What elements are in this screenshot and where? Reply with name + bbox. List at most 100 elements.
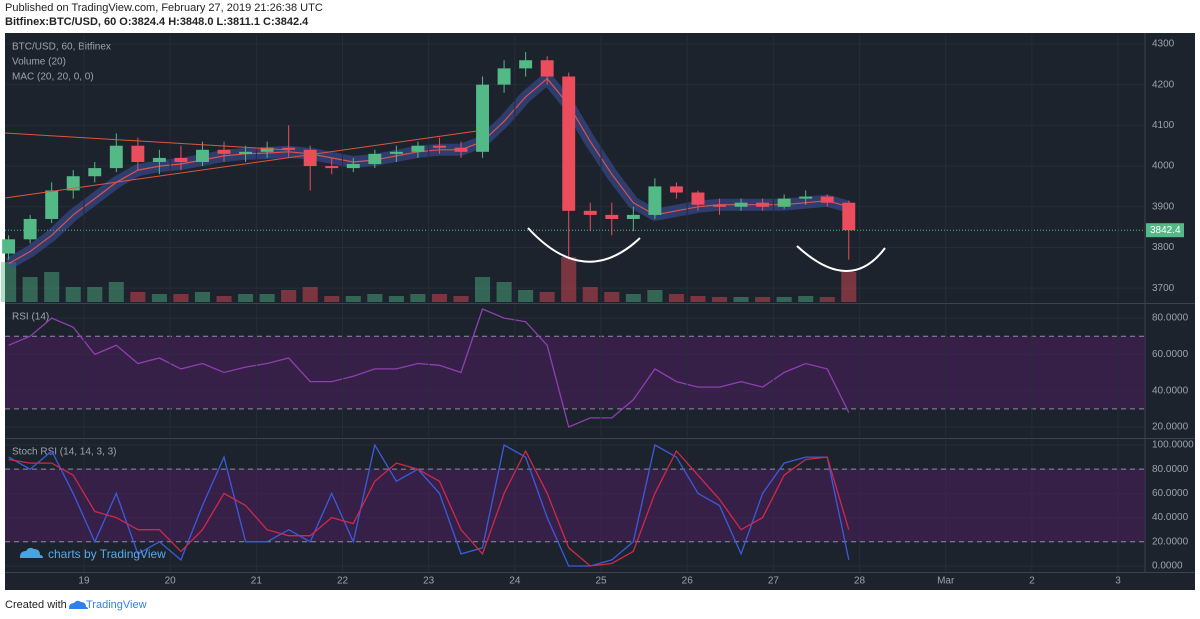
trendline <box>4 132 291 151</box>
candle-body <box>820 196 834 203</box>
candle-body <box>777 198 791 207</box>
volume-bar <box>302 287 318 302</box>
pane-title: Stoch RSI (14, 14, 3, 3) <box>12 447 117 458</box>
candle-body <box>260 147 274 152</box>
volume-bar <box>647 290 663 302</box>
volume-bar <box>668 294 684 302</box>
volume-bar <box>475 277 491 302</box>
volume-bar <box>216 296 232 302</box>
volume-bar <box>755 297 771 302</box>
candle-body <box>669 186 683 193</box>
x-tick-label: 26 <box>682 576 694 587</box>
y-tick-label: 20.0000 <box>1152 536 1189 547</box>
candle-body <box>217 149 231 154</box>
candle-body <box>476 84 490 152</box>
x-tick-label: 19 <box>78 576 90 587</box>
volume-bar <box>44 272 60 302</box>
candle-body <box>691 192 705 205</box>
y-tick-label: 3700 <box>1152 283 1175 294</box>
trendline <box>4 130 478 199</box>
candle-body <box>432 145 446 148</box>
y-tick-label: 4200 <box>1152 79 1175 90</box>
volume-bar <box>324 296 340 302</box>
candle-body <box>648 186 662 215</box>
y-tick-label: 100.0000 <box>1152 440 1194 451</box>
watermark-icon <box>20 547 43 558</box>
x-tick-label: 20 <box>165 576 177 587</box>
band-fill <box>5 336 1145 409</box>
y-tick-label: 4000 <box>1152 161 1175 172</box>
candle-body <box>66 176 80 191</box>
volume-label: Volume (20) <box>12 57 66 68</box>
volume-bar <box>453 296 469 302</box>
candle-body <box>411 145 425 152</box>
volume-bar <box>604 292 620 302</box>
band-fill <box>5 469 1145 542</box>
candle-body <box>389 151 403 154</box>
x-tick-label: 2 <box>1029 576 1035 587</box>
candle-body <box>131 145 145 162</box>
candle-body <box>734 202 748 207</box>
volume-bar <box>582 287 598 302</box>
candle-body <box>325 166 339 169</box>
y-tick-label: 20.0000 <box>1152 422 1189 433</box>
volume-bar <box>281 290 297 302</box>
x-tick-label: 21 <box>251 576 263 587</box>
x-tick-label: 27 <box>768 576 780 587</box>
y-tick-label: 60.0000 <box>1152 349 1189 360</box>
candle-body <box>109 145 123 169</box>
volume-bar <box>194 292 211 302</box>
x-tick-label: 23 <box>423 576 435 587</box>
volume-bar <box>690 296 706 302</box>
candle-body <box>346 164 360 169</box>
volume-bar <box>539 292 555 302</box>
candle-body <box>583 210 597 215</box>
last-price-box <box>1146 223 1184 238</box>
y-tick-label: 3800 <box>1152 242 1175 253</box>
candle-body <box>88 168 102 177</box>
y-tick-label: 80.0000 <box>1152 464 1189 475</box>
volume-bar <box>367 294 383 302</box>
volume-bar <box>238 294 254 302</box>
footer-brand: TradingView <box>86 599 147 611</box>
volume-bar <box>130 292 146 302</box>
annotation-curve <box>796 245 886 272</box>
y-tick-label: 80.0000 <box>1152 313 1189 324</box>
candle-body <box>605 214 619 219</box>
x-tick-label: 3 <box>1115 576 1121 587</box>
candle-body <box>45 190 59 219</box>
candle-body <box>23 218 37 240</box>
volume-bar <box>798 296 814 302</box>
candle-body <box>713 204 726 207</box>
candle-body <box>497 68 511 85</box>
volume-bar <box>733 297 749 302</box>
x-tick-label: 24 <box>509 576 521 587</box>
y-tick-label: 4300 <box>1152 39 1175 50</box>
x-tick-label: 28 <box>854 576 866 587</box>
candle-body <box>842 202 856 231</box>
footer-created: Created with <box>5 599 67 611</box>
volume-bar <box>625 294 641 302</box>
candle-body <box>152 157 166 162</box>
candle-body <box>239 151 253 154</box>
pane-title: RSI (14) <box>12 312 49 323</box>
volume-bar <box>776 297 792 302</box>
volume-bar <box>410 294 426 302</box>
footer-logo <box>69 600 88 609</box>
volume-bar <box>259 294 275 302</box>
y-tick-label: 40.0000 <box>1152 385 1189 396</box>
mac-label: MAC (20, 20, 0, 0) <box>12 72 94 83</box>
y-tick-label: 4100 <box>1152 120 1175 131</box>
volume-bar <box>388 296 404 302</box>
volume-bar <box>345 296 361 302</box>
candle-body <box>2 239 16 254</box>
candle-body <box>454 147 468 152</box>
volume-bar <box>87 287 103 302</box>
pane-title: BTC/USD, 60, Bitfinex <box>12 42 111 53</box>
x-tick-label: 25 <box>595 576 607 587</box>
volume-bar <box>561 257 577 302</box>
candle-body <box>756 202 770 207</box>
volume-bar <box>711 297 728 302</box>
x-tick-label: 22 <box>337 576 349 587</box>
